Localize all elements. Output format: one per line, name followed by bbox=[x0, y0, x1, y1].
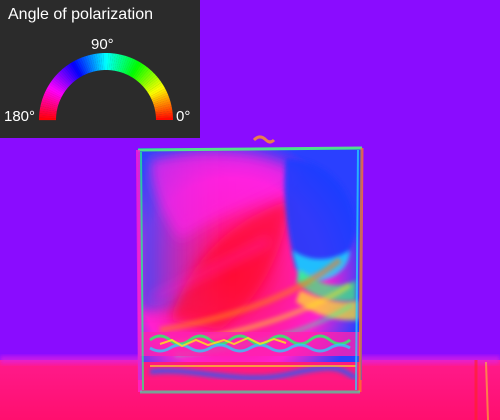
color-wheel-segment bbox=[74, 59, 85, 76]
color-wheel-segment bbox=[61, 68, 74, 83]
color-wheel-segment bbox=[85, 55, 93, 73]
color-wheel-segment bbox=[114, 54, 120, 72]
color-wheel-segment bbox=[139, 70, 153, 85]
color-wheel-segment bbox=[42, 97, 60, 105]
color-wheel-segment bbox=[59, 70, 73, 85]
color-wheel-segment bbox=[118, 54, 125, 72]
color-wheel-segment bbox=[70, 61, 81, 78]
color-wheel-segment bbox=[140, 71, 155, 86]
color-wheel-segment bbox=[64, 65, 77, 81]
color-wheel-segment bbox=[149, 86, 166, 97]
color-wheel-segment bbox=[98, 53, 103, 71]
color-wheel-segment bbox=[146, 80, 162, 93]
color-wheel-segment bbox=[54, 75, 69, 88]
polarization-color-wheel bbox=[39, 53, 173, 121]
color-wheel-segment bbox=[127, 59, 138, 76]
color-wheel-segment bbox=[44, 90, 62, 100]
color-wheel-segment bbox=[116, 54, 123, 72]
color-wheel-segment bbox=[123, 57, 132, 74]
color-wheel-segment bbox=[155, 110, 173, 115]
color-wheel-segment bbox=[62, 67, 76, 82]
color-wheel-segment bbox=[57, 71, 72, 86]
color-wheel-segment bbox=[155, 117, 173, 120]
color-wheel-segment bbox=[50, 80, 66, 93]
color-wheel-segment bbox=[155, 108, 173, 114]
color-wheel-segment bbox=[121, 56, 129, 74]
color-wheel-segment bbox=[39, 115, 57, 119]
color-wheel-segment bbox=[119, 55, 127, 73]
color-wheel-segment bbox=[133, 64, 146, 80]
color-wheel-segment bbox=[135, 65, 148, 81]
color-wheel-segment bbox=[56, 73, 71, 87]
color-wheel-segment bbox=[46, 86, 63, 97]
color-wheel-segment bbox=[76, 58, 86, 76]
polarization-legend: Angle of polarization 90° 180° 0° bbox=[0, 0, 200, 138]
color-wheel-segment bbox=[152, 94, 169, 103]
color-wheel-segment bbox=[41, 99, 59, 107]
color-wheel-segment bbox=[141, 73, 156, 87]
legend-title: Angle of polarization bbox=[8, 6, 153, 23]
color-wheel-segment bbox=[40, 101, 58, 108]
color-wheel-segment bbox=[124, 57, 134, 75]
color-wheel-segment bbox=[132, 63, 144, 79]
color-wheel-segment bbox=[154, 101, 172, 108]
color-wheel-segment bbox=[82, 56, 91, 74]
color-wheel-segment bbox=[105, 53, 109, 71]
color-wheel-segment bbox=[103, 53, 106, 71]
color-wheel-segment bbox=[144, 76, 159, 90]
color-wheel-segment bbox=[78, 57, 88, 75]
color-wheel-segment bbox=[80, 57, 89, 74]
color-wheel-segment bbox=[68, 63, 80, 79]
color-wheel-segment bbox=[154, 105, 172, 112]
color-wheel-segment bbox=[66, 64, 79, 80]
color-wheel-segment bbox=[152, 96, 170, 105]
color-wheel-segment bbox=[89, 54, 96, 72]
color-wheel-segment bbox=[40, 106, 58, 112]
color-wheel-segment bbox=[45, 88, 62, 99]
color-wheel-segment bbox=[107, 53, 111, 71]
color-wheel-segment bbox=[47, 84, 64, 96]
color-wheel-segment bbox=[130, 61, 142, 78]
color-wheel-segment bbox=[143, 75, 158, 88]
color-wheel-segment bbox=[94, 53, 100, 71]
color-wheel-segment bbox=[39, 110, 57, 115]
color-wheel-segment bbox=[136, 67, 150, 82]
color-wheel-segment bbox=[43, 94, 60, 103]
color-wheel-segment bbox=[150, 90, 168, 100]
color-wheel-segment bbox=[138, 68, 151, 83]
color-wheel-segment bbox=[101, 53, 105, 71]
color-wheel-segment bbox=[145, 78, 161, 91]
color-wheel-segment bbox=[39, 108, 57, 114]
glass-cube bbox=[138, 148, 362, 380]
color-wheel-segment bbox=[87, 54, 94, 72]
color-wheel-segment bbox=[129, 60, 140, 77]
color-wheel-segment bbox=[150, 88, 167, 99]
color-wheel-segment bbox=[111, 53, 116, 71]
color-wheel-segment bbox=[155, 112, 173, 117]
label-180-degrees: 180° bbox=[4, 108, 36, 125]
color-wheel-segment bbox=[153, 99, 171, 107]
color-wheel-segment bbox=[49, 82, 65, 94]
color-wheel-segment bbox=[51, 78, 67, 91]
label-0-degrees: 0° bbox=[176, 108, 191, 125]
color-wheel-segment bbox=[126, 58, 136, 76]
color-wheel-segment bbox=[154, 103, 172, 110]
color-wheel-segment bbox=[40, 103, 58, 110]
color-wheel-segment bbox=[148, 84, 165, 95]
color-wheel-segment bbox=[151, 92, 169, 102]
color-wheel-segment bbox=[72, 60, 83, 77]
color-wheel-segment bbox=[53, 76, 68, 90]
color-wheel-segment bbox=[155, 115, 173, 119]
color-wheel-segment bbox=[91, 54, 98, 72]
color-wheel-segment bbox=[96, 53, 101, 71]
color-wheel-segment bbox=[147, 82, 163, 94]
label-90-degrees: 90° bbox=[91, 36, 114, 53]
color-wheel-segment bbox=[112, 53, 118, 71]
glass-edges bbox=[136, 135, 364, 394]
color-wheel-segment bbox=[43, 92, 61, 102]
color-wheel-segment bbox=[39, 117, 57, 121]
